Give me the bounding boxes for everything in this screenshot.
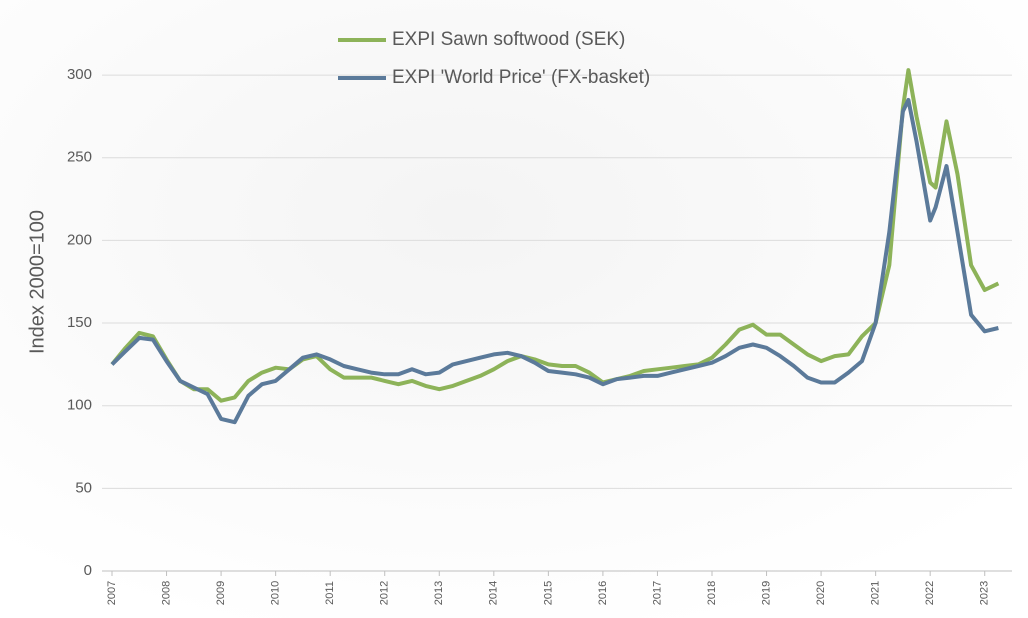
y-tick-label: 250 [67, 149, 92, 166]
x-tick-label: 2011 [324, 581, 336, 605]
legend-label: EXPI Sawn softwood (SEK) [392, 29, 625, 50]
x-tick-label: 2019 [760, 581, 772, 605]
y-tick-label: 100 [67, 397, 92, 414]
x-tick-label: 2010 [270, 581, 282, 605]
series-line [110, 97, 999, 425]
legend-label: EXPI 'World Price' (FX-basket) [392, 67, 650, 88]
y-axis-label: Index 2000=100 [26, 210, 48, 354]
x-tick-label: 2014 [488, 581, 500, 605]
y-tick-label: 150 [67, 314, 92, 331]
x-tick-label: 2013 [433, 581, 445, 605]
x-tick-label: 2007 [106, 581, 118, 605]
y-tick-label: 0 [84, 562, 92, 579]
y-tick-label: 200 [67, 231, 92, 248]
x-tick-label: 2008 [160, 581, 172, 605]
y-tick-label: 50 [75, 479, 92, 496]
x-tick-label: 2009 [215, 581, 227, 605]
x-tick-label: 2020 [815, 581, 827, 605]
x-tick-label: 2012 [379, 581, 391, 605]
x-tick-label: 2022 [924, 581, 936, 605]
x-tick-label: 2017 [651, 581, 663, 605]
x-tick-label: 2016 [597, 581, 609, 605]
x-tick-label: 2015 [542, 581, 554, 605]
x-tick-label: 2018 [706, 581, 718, 605]
y-tick-label: 300 [67, 66, 92, 83]
x-tick-label: 2023 [979, 581, 991, 605]
x-tick-label: 2021 [870, 581, 882, 605]
